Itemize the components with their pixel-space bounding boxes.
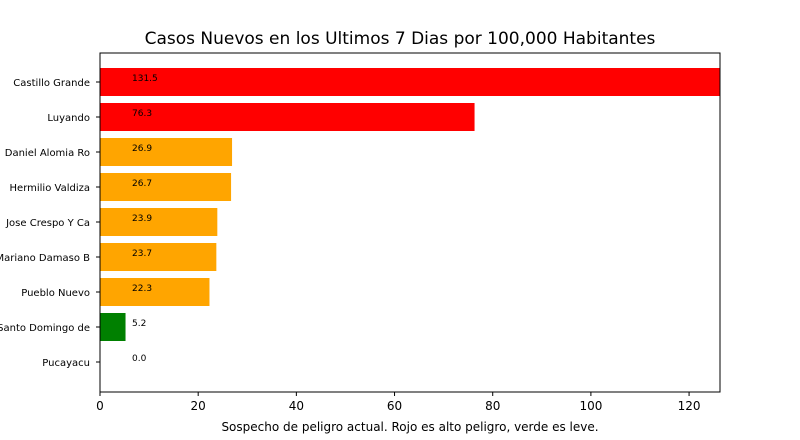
x-tick-label-0: 0 [96,399,104,413]
category-label-7: Santo Domingo de [0,323,90,334]
bar-4 [100,208,218,236]
value-label-2: 26.9 [132,144,152,154]
value-labels: 131.5 76.3 26.9 26.7 23.9 23.7 22.3 5.2 0.0 [132,74,158,364]
bar-7 [100,313,126,341]
chart-title: Casos Nuevos en los Ultimos 7 Dias por 1… [145,29,656,49]
category-label-0: Castillo Grande [13,78,90,89]
category-label-8: Pucayacu [42,358,90,369]
category-label-5: Mariano Damaso B [0,253,90,264]
plot-frame [99,52,721,393]
value-label-7: 5.2 [132,319,146,329]
x-tick-label-5: 100 [579,399,602,413]
x-tick-label-1: 20 [191,399,206,413]
bar-3 [100,173,232,201]
x-axis-ticks: 0 20 40 60 80 100 120 [96,392,701,413]
bars-group [100,68,720,341]
value-label-0: 131.5 [132,74,158,84]
x-tick-label-3: 60 [387,399,402,413]
x-tick-label-6: 120 [678,399,701,413]
bar-1 [100,103,475,131]
bar-0 [100,68,720,96]
category-label-6: Pueblo Nuevo [21,288,90,299]
value-label-1: 76.3 [132,109,152,119]
category-label-3: Hermilio Valdiza [10,183,90,194]
value-label-4: 23.9 [132,214,152,224]
value-label-6: 22.3 [132,284,152,294]
category-label-1: Luyando [47,113,90,124]
x-tick-label-4: 80 [485,399,500,413]
category-label-4: Jose Crespo Y Ca [5,218,90,229]
bar-2 [100,138,233,166]
x-axis-label: Sospecho de peligro actual. Rojo es alto… [221,420,598,434]
bar-5 [100,243,217,271]
value-label-3: 26.7 [132,179,152,189]
category-label-2: Daniel Alomia Ro [5,148,90,159]
value-label-5: 23.7 [132,249,152,259]
bar-6 [100,278,210,306]
category-labels: Castillo Grande Luyando Daniel Alomia Ro He… [0,78,100,369]
x-tick-label-2: 40 [289,399,304,413]
value-label-8: 0.0 [132,354,147,364]
